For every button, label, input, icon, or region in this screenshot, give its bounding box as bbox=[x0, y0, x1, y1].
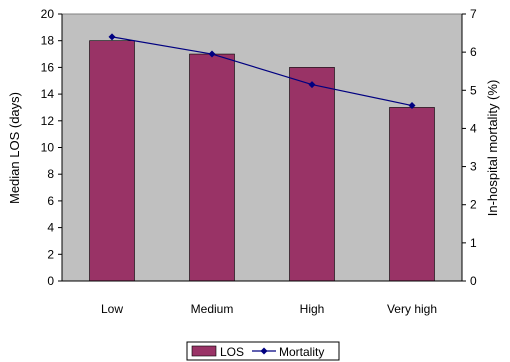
left-tick-label: 14 bbox=[41, 87, 55, 101]
right-tick-label: 7 bbox=[470, 7, 477, 21]
right-tick-label: 5 bbox=[470, 83, 477, 97]
right-axis-ticks: 0 1 2 3 4 5 6 7 bbox=[462, 7, 477, 288]
right-tick-label: 4 bbox=[470, 121, 477, 135]
mortality-line bbox=[111, 36, 413, 107]
right-tick-label: 0 bbox=[470, 274, 477, 288]
left-tick-label: 6 bbox=[47, 194, 54, 208]
right-tick-label: 2 bbox=[470, 198, 477, 212]
left-tick-label: 0 bbox=[47, 274, 54, 288]
y-axis-title: Median LOS (days) bbox=[7, 92, 22, 204]
x-tick-label: High bbox=[300, 302, 325, 316]
left-tick-label: 18 bbox=[41, 34, 55, 48]
bar-medium bbox=[189, 53, 235, 282]
y2-axis-title: In-hospital mortality (%) bbox=[485, 80, 500, 217]
mortality-point-very-high bbox=[408, 102, 416, 110]
x-axis-labels: Low Medium High Very high bbox=[101, 302, 437, 316]
left-tick-label: 8 bbox=[47, 167, 54, 181]
left-tick-label: 2 bbox=[47, 247, 54, 261]
x-tick-label: Medium bbox=[191, 302, 234, 316]
left-tick-label: 16 bbox=[41, 60, 55, 74]
left-tick-label: 12 bbox=[41, 114, 55, 128]
bar-low bbox=[89, 40, 135, 282]
left-axis-ticks: 0 2 4 6 8 10 12 14 16 18 20 bbox=[41, 7, 62, 288]
mortality-point-high bbox=[308, 81, 316, 89]
left-tick-label: 4 bbox=[47, 221, 54, 235]
right-tick-label: 6 bbox=[470, 45, 477, 59]
x-tick-label: Very high bbox=[387, 302, 437, 316]
left-tick-label: 10 bbox=[41, 141, 55, 155]
legend-label-mortality: Mortality bbox=[279, 345, 324, 359]
legend-swatch-los bbox=[191, 345, 217, 357]
legend: LOS Mortality bbox=[186, 341, 340, 361]
right-tick-label: 1 bbox=[470, 236, 477, 250]
right-tick-label: 3 bbox=[470, 160, 477, 174]
mortality-point-medium bbox=[208, 50, 216, 58]
x-tick-label: Low bbox=[101, 302, 123, 316]
legend-marker-mortality bbox=[260, 347, 268, 355]
mortality-line-group bbox=[108, 33, 416, 110]
mortality-point-low bbox=[108, 33, 116, 41]
left-tick-label: 20 bbox=[41, 7, 55, 21]
bar-high bbox=[289, 67, 335, 282]
bar-very-high bbox=[389, 107, 435, 282]
legend-label-los: LOS bbox=[220, 345, 244, 359]
